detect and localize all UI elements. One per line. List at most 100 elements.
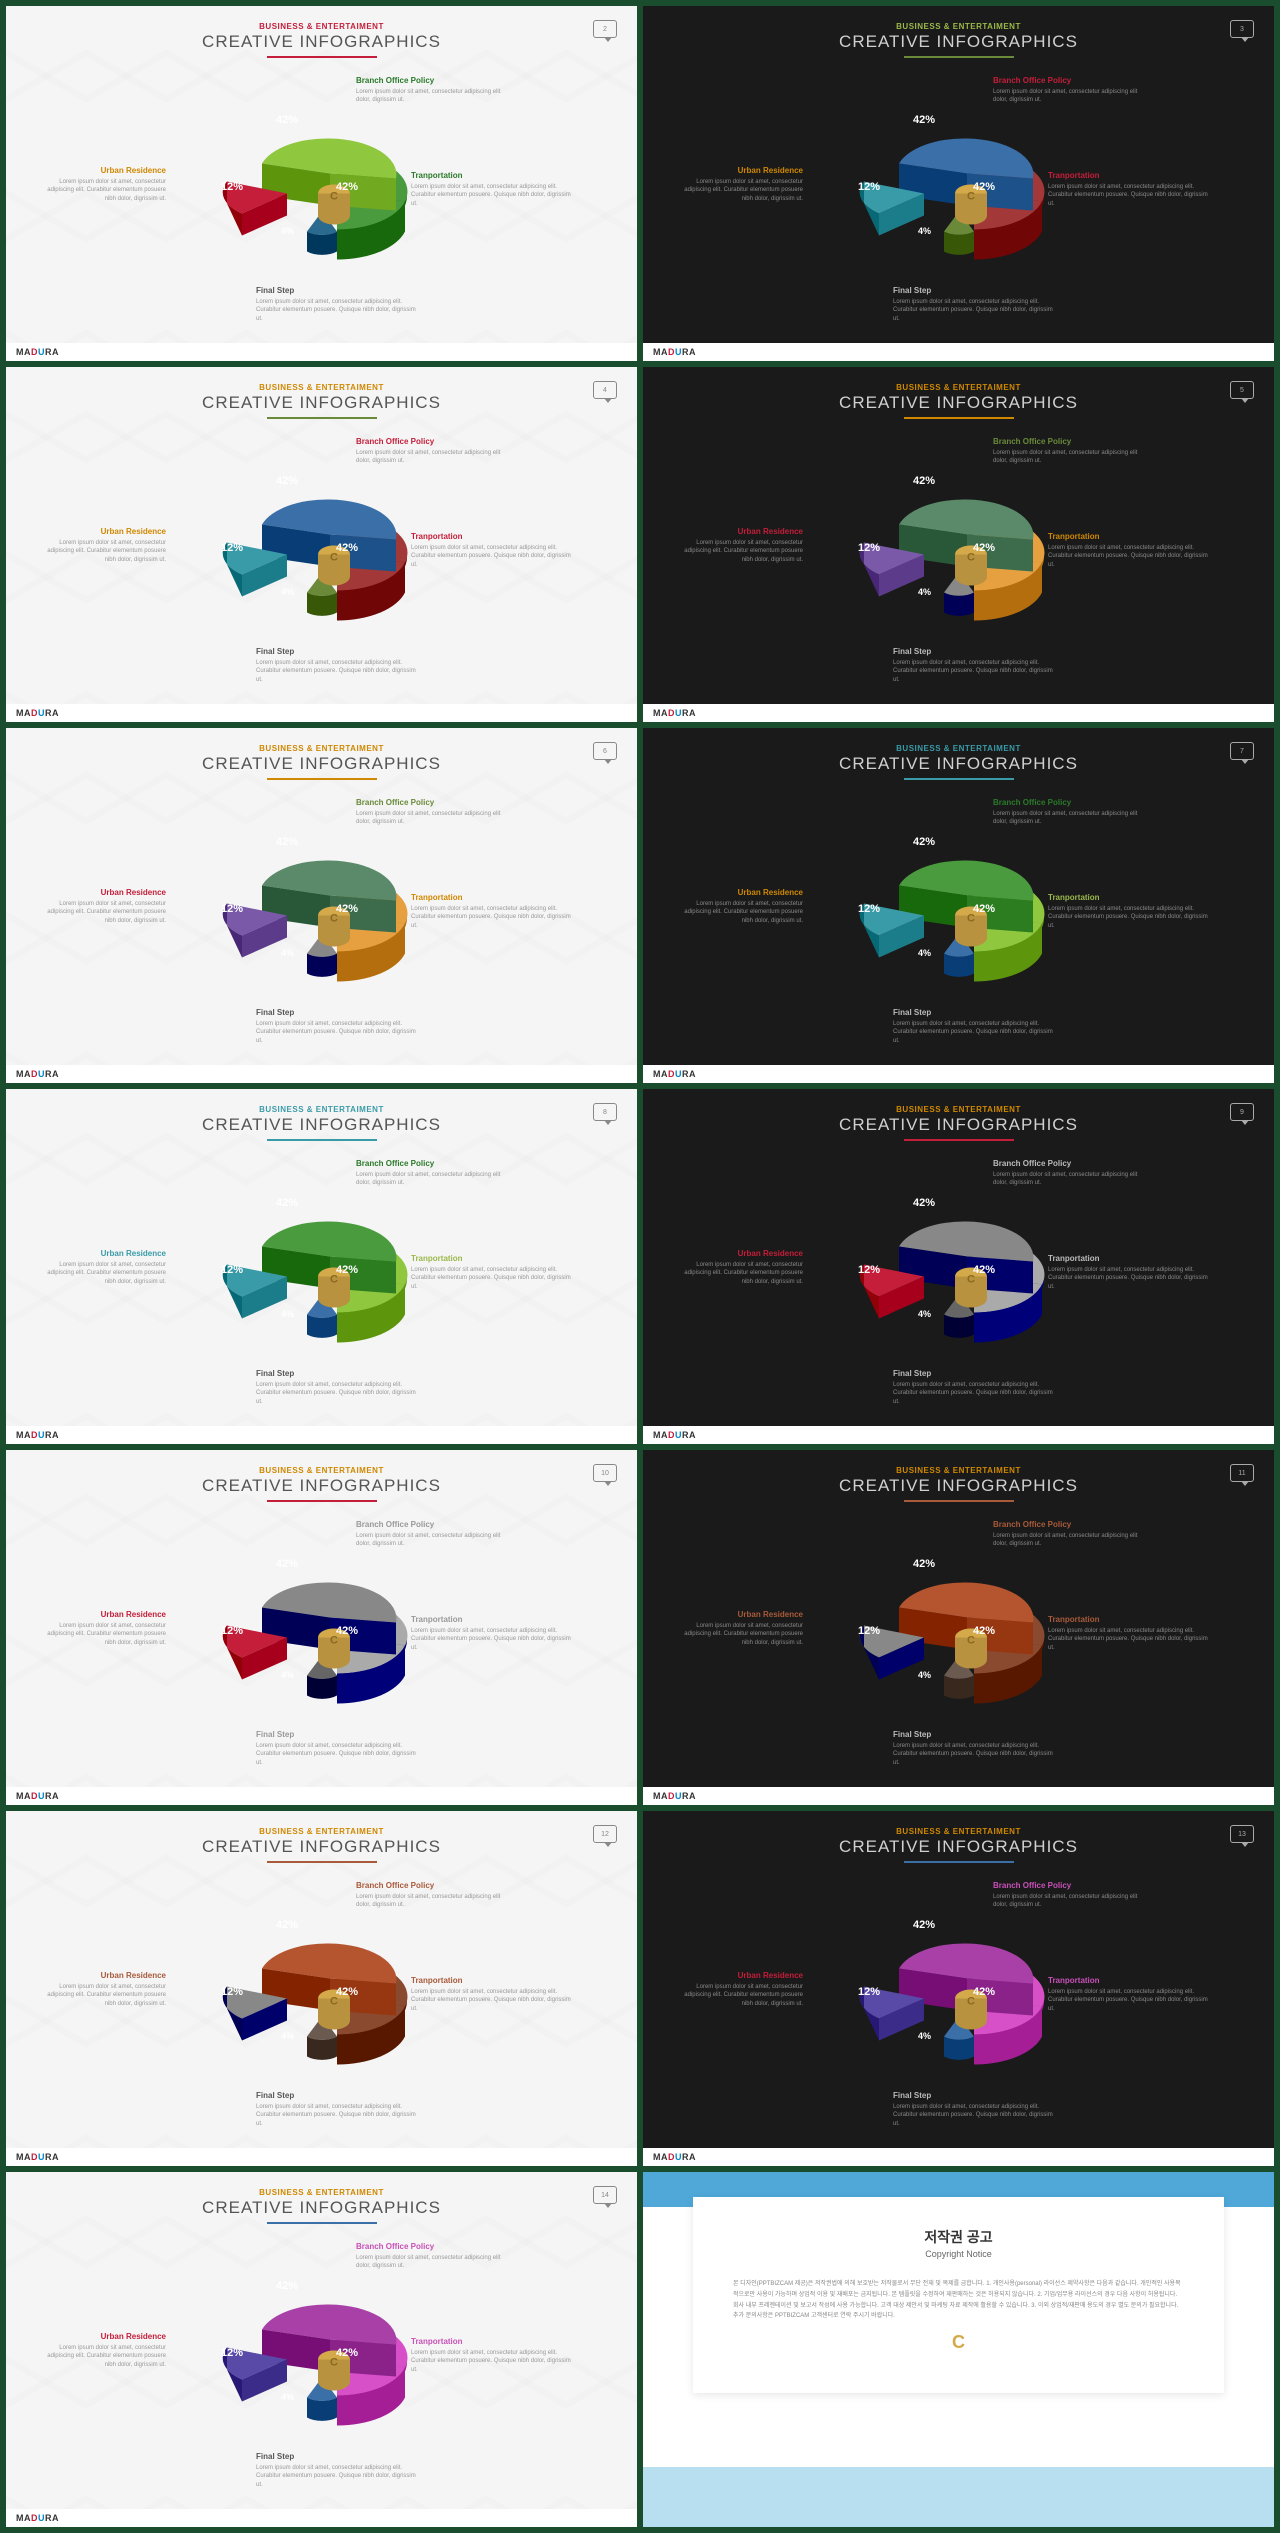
brand-logo: MADURA <box>16 1069 59 1079</box>
chart-area: C 42% 42% 4% 12% Branch Office Policy Lo… <box>643 1510 1274 1770</box>
svg-text:C: C <box>967 1274 975 1286</box>
svg-text:C: C <box>330 2357 338 2369</box>
subtitle: BUSINESS & ENTERTAIMENT <box>643 744 1274 753</box>
title: CREATIVE INFOGRAPHICS <box>643 1476 1274 1496</box>
title: CREATIVE INFOGRAPHICS <box>643 393 1274 413</box>
copyright-slide: 저작권 공고 Copyright Notice 본 디자인(PPTBIZCAM … <box>643 2172 1274 2527</box>
label-top: Branch Office Policy Lorem ipsum dolor s… <box>356 76 516 105</box>
slide-header: BUSINESS & ENTERTAIMENT CREATIVE INFOGRA… <box>643 1811 1274 1863</box>
svg-text:C: C <box>967 913 975 925</box>
chart-area: C 42% 42% 4% 12% Branch Office Policy Lo… <box>6 427 637 687</box>
slide-header: BUSINESS & ENTERTAIMENT CREATIVE INFOGRA… <box>6 1811 637 1863</box>
title-underline <box>267 1500 377 1502</box>
slide-13: BUSINESS & ENTERTAIMENT CREATIVE INFOGRA… <box>643 1811 1274 2166</box>
label-left: Urban Residence Lorem ipsum dolor sit am… <box>673 1610 803 1647</box>
label-bottom: Final Step Lorem ipsum dolor sit amet, c… <box>893 2091 1053 2128</box>
copyright-logo: C <box>733 2332 1184 2353</box>
slide-footer: MADURA <box>643 1426 1274 1444</box>
title-underline <box>267 1139 377 1141</box>
chart-area: C 42% 42% 4% 12% Branch Office Policy Lo… <box>643 66 1274 326</box>
chart-area: C 42% 42% 4% 12% Branch Office Policy Lo… <box>643 427 1274 687</box>
subtitle: BUSINESS & ENTERTAIMENT <box>643 1105 1274 1114</box>
brand-logo: MADURA <box>653 1069 696 1079</box>
label-top: Branch Office Policy Lorem ipsum dolor s… <box>356 1159 516 1188</box>
title: CREATIVE INFOGRAPHICS <box>6 754 637 774</box>
subtitle: BUSINESS & ENTERTAIMENT <box>643 1466 1274 1475</box>
label-right: Tranportation Lorem ipsum dolor sit amet… <box>411 1615 571 1652</box>
label-top: Branch Office Policy Lorem ipsum dolor s… <box>356 437 516 466</box>
slide-footer: MADURA <box>643 2148 1274 2166</box>
subtitle: BUSINESS & ENTERTAIMENT <box>6 1466 637 1475</box>
label-right: Tranportation Lorem ipsum dolor sit amet… <box>1048 1976 1208 2013</box>
label-top: Branch Office Policy Lorem ipsum dolor s… <box>356 1520 516 1549</box>
slide-footer: MADURA <box>643 704 1274 722</box>
slide-header: BUSINESS & ENTERTAIMENT CREATIVE INFOGRA… <box>6 728 637 780</box>
subtitle: BUSINESS & ENTERTAIMENT <box>643 1827 1274 1836</box>
svg-text:C: C <box>330 913 338 925</box>
slide-footer: MADURA <box>643 1787 1274 1805</box>
slide-header: BUSINESS & ENTERTAIMENT CREATIVE INFOGRA… <box>643 6 1274 58</box>
label-left: Urban Residence Lorem ipsum dolor sit am… <box>36 527 166 564</box>
slide-12: BUSINESS & ENTERTAIMENT CREATIVE INFOGRA… <box>6 1811 637 2166</box>
label-right: Tranportation Lorem ipsum dolor sit amet… <box>411 1254 571 1291</box>
title: CREATIVE INFOGRAPHICS <box>643 32 1274 52</box>
chart-area: C 42% 42% 4% 12% Branch Office Policy Lo… <box>6 1871 637 2131</box>
slide-5: BUSINESS & ENTERTAIMENT CREATIVE INFOGRA… <box>643 367 1274 722</box>
brand-logo: MADURA <box>653 347 696 357</box>
label-right: Tranportation Lorem ipsum dolor sit amet… <box>1048 893 1208 930</box>
label-left: Urban Residence Lorem ipsum dolor sit am… <box>673 888 803 925</box>
chart-area: C 42% 42% 4% 12% Branch Office Policy Lo… <box>643 1871 1274 2131</box>
slide-3: BUSINESS & ENTERTAIMENT CREATIVE INFOGRA… <box>643 6 1274 361</box>
label-left: Urban Residence Lorem ipsum dolor sit am… <box>36 888 166 925</box>
label-top: Branch Office Policy Lorem ipsum dolor s… <box>993 76 1153 105</box>
slide-2: BUSINESS & ENTERTAIMENT CREATIVE INFOGRA… <box>6 6 637 361</box>
copyright-footer-bar <box>643 2467 1274 2527</box>
label-right: Tranportation Lorem ipsum dolor sit amet… <box>1048 1615 1208 1652</box>
slide-9: BUSINESS & ENTERTAIMENT CREATIVE INFOGRA… <box>643 1089 1274 1444</box>
slide-header: BUSINESS & ENTERTAIMENT CREATIVE INFOGRA… <box>6 367 637 419</box>
slide-header: BUSINESS & ENTERTAIMENT CREATIVE INFOGRA… <box>643 1089 1274 1141</box>
label-bottom: Final Step Lorem ipsum dolor sit amet, c… <box>893 286 1053 323</box>
slide-header: BUSINESS & ENTERTAIMENT CREATIVE INFOGRA… <box>643 1450 1274 1502</box>
title: CREATIVE INFOGRAPHICS <box>643 1837 1274 1857</box>
brand-logo: MADURA <box>653 1430 696 1440</box>
title-underline <box>904 1861 1014 1863</box>
slide-header: BUSINESS & ENTERTAIMENT CREATIVE INFOGRA… <box>6 1089 637 1141</box>
label-left: Urban Residence Lorem ipsum dolor sit am… <box>36 1249 166 1286</box>
label-right: Tranportation Lorem ipsum dolor sit amet… <box>1048 171 1208 208</box>
label-bottom: Final Step Lorem ipsum dolor sit amet, c… <box>256 2452 416 2489</box>
brand-logo: MADURA <box>16 708 59 718</box>
label-right: Tranportation Lorem ipsum dolor sit amet… <box>1048 532 1208 569</box>
svg-text:C: C <box>330 191 338 203</box>
slide-footer: MADURA <box>6 1426 637 1444</box>
label-left: Urban Residence Lorem ipsum dolor sit am… <box>673 1971 803 2008</box>
subtitle: BUSINESS & ENTERTAIMENT <box>6 744 637 753</box>
label-top: Branch Office Policy Lorem ipsum dolor s… <box>356 1881 516 1910</box>
label-bottom: Final Step Lorem ipsum dolor sit amet, c… <box>893 1369 1053 1406</box>
svg-text:C: C <box>330 552 338 564</box>
brand-logo: MADURA <box>653 1791 696 1801</box>
chart-area: C 42% 42% 4% 12% Branch Office Policy Lo… <box>6 788 637 1048</box>
label-right: Tranportation Lorem ipsum dolor sit amet… <box>411 171 571 208</box>
svg-text:C: C <box>330 1635 338 1647</box>
label-left: Urban Residence Lorem ipsum dolor sit am… <box>36 2332 166 2369</box>
svg-text:C: C <box>967 552 975 564</box>
title: CREATIVE INFOGRAPHICS <box>6 2198 637 2218</box>
title-underline <box>904 1500 1014 1502</box>
subtitle: BUSINESS & ENTERTAIMENT <box>6 2188 637 2197</box>
brand-logo: MADURA <box>16 2513 59 2523</box>
title-underline <box>267 2222 377 2224</box>
slide-6: BUSINESS & ENTERTAIMENT CREATIVE INFOGRA… <box>6 728 637 1083</box>
slide-footer: MADURA <box>643 343 1274 361</box>
title-underline <box>904 778 1014 780</box>
subtitle: BUSINESS & ENTERTAIMENT <box>643 383 1274 392</box>
label-left: Urban Residence Lorem ipsum dolor sit am… <box>36 1610 166 1647</box>
slide-footer: MADURA <box>6 2509 637 2527</box>
title: CREATIVE INFOGRAPHICS <box>643 754 1274 774</box>
svg-text:C: C <box>967 191 975 203</box>
label-bottom: Final Step Lorem ipsum dolor sit amet, c… <box>256 1008 416 1045</box>
copyright-subtitle: Copyright Notice <box>733 2249 1184 2259</box>
subtitle: BUSINESS & ENTERTAIMENT <box>643 22 1274 31</box>
brand-logo: MADURA <box>653 2152 696 2162</box>
chart-area: C 42% 42% 4% 12% Branch Office Policy Lo… <box>6 1149 637 1409</box>
